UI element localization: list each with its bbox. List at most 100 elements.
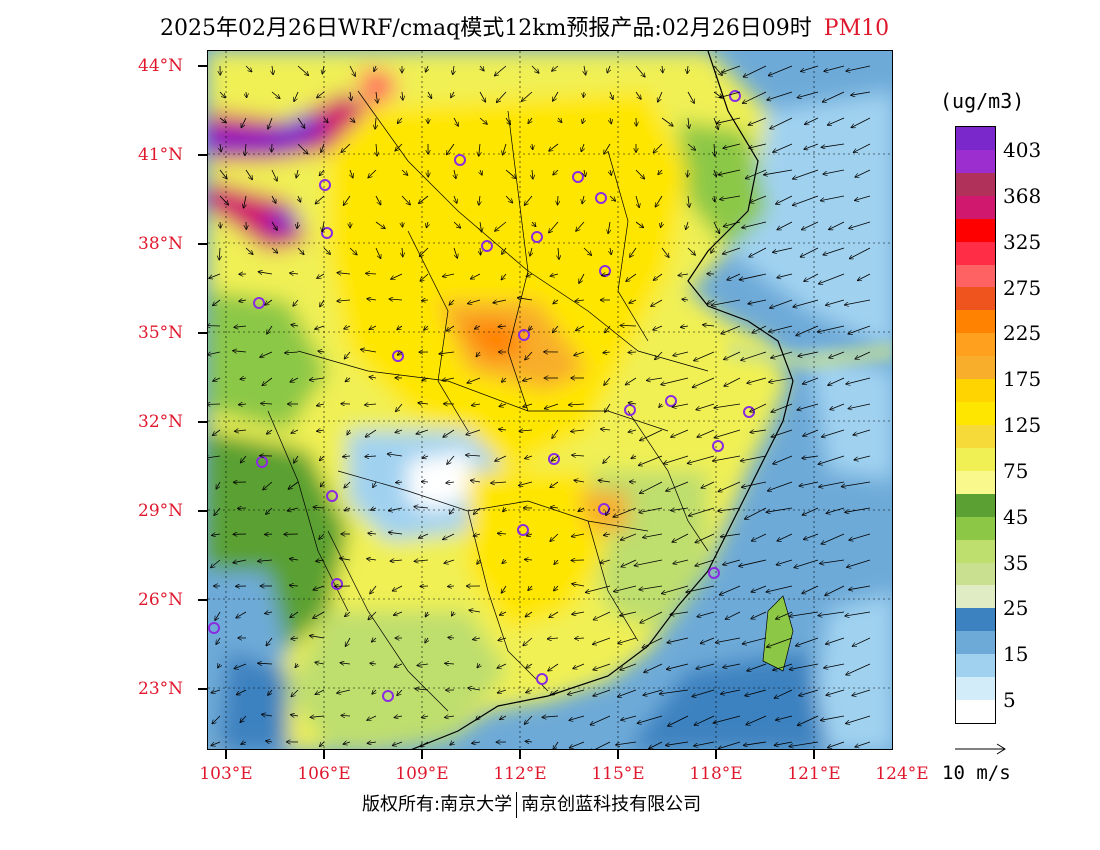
wind-arrow-icon xyxy=(614,585,637,592)
wind-arrow-icon xyxy=(716,637,741,643)
wind-arrow-icon xyxy=(726,611,741,619)
wind-arrow-icon xyxy=(819,481,845,487)
wind-arrow-icon xyxy=(313,585,325,590)
wind-arrow-icon xyxy=(771,403,793,412)
wind-arrow-icon xyxy=(239,404,247,405)
wind-arrow-icon xyxy=(688,117,689,128)
wind-arrow-icon xyxy=(234,326,247,327)
wind-arrow-icon xyxy=(823,247,845,255)
wind-arrow-icon xyxy=(532,143,533,149)
wind-arrow-icon xyxy=(468,299,481,304)
wind-arrow-icon xyxy=(826,299,845,305)
wind-arrow-icon xyxy=(583,247,591,255)
wind-arrow-icon xyxy=(723,663,741,667)
wind-arrow-icon xyxy=(395,143,403,151)
wind-arrow-icon xyxy=(398,117,403,123)
wind-arrow-icon xyxy=(694,351,715,361)
wind-arrow-icon xyxy=(601,429,611,430)
wind-arrow-icon xyxy=(220,143,221,152)
wind-arrow-icon xyxy=(503,143,507,155)
wind-arrow-icon xyxy=(701,481,715,488)
wind-arrow-icon xyxy=(822,143,845,147)
wind-arrow-icon xyxy=(259,272,273,274)
wind-arrow-icon xyxy=(722,65,741,73)
wind-arrow-icon xyxy=(368,533,377,534)
wind-arrow-icon xyxy=(472,742,481,743)
wind-arrow-icon xyxy=(828,117,845,125)
wind-arrow-icon xyxy=(687,91,694,103)
wind-arrow-icon xyxy=(291,638,299,639)
wind-arrow-icon xyxy=(341,715,351,716)
wind-arrow-icon xyxy=(453,221,460,228)
wind-arrow-icon xyxy=(568,689,585,695)
wind-arrow-icon xyxy=(271,195,276,203)
wind-arrow-icon xyxy=(749,247,767,257)
wind-arrow-icon xyxy=(801,247,819,257)
wind-arrow-icon xyxy=(393,741,403,746)
wind-arrow-icon xyxy=(240,715,247,722)
wind-arrow-icon xyxy=(802,456,819,458)
wind-arrow-icon xyxy=(443,429,455,437)
wind-arrow-icon xyxy=(600,560,611,563)
wind-arrow-icon xyxy=(215,611,221,620)
wind-arrow-icon xyxy=(527,534,533,536)
wind-arrow-icon xyxy=(824,663,845,668)
wind-arrow-icon xyxy=(797,403,819,410)
lon-label-103e: 103°E xyxy=(199,764,253,784)
wind-arrow-icon xyxy=(694,741,715,746)
wind-arrow-icon xyxy=(718,507,741,511)
wind-arrow-icon xyxy=(448,637,455,638)
wind-arrow-icon xyxy=(707,299,715,304)
wind-arrow-icon xyxy=(297,143,308,154)
wind-arrow-icon xyxy=(525,715,533,724)
wind-arrow-icon xyxy=(262,377,273,385)
wind-arrow-icon xyxy=(608,221,610,233)
wind-arrow-icon xyxy=(349,65,355,76)
wind-arrow-icon xyxy=(845,507,871,512)
wind-arrow-icon xyxy=(235,430,247,431)
graticule xyxy=(208,51,892,749)
wind-arrow-icon xyxy=(271,247,277,253)
wind-arrow-icon xyxy=(670,611,689,615)
wind-arrow-icon xyxy=(467,377,481,383)
legend-label: 175 xyxy=(1003,367,1042,392)
wind-arrow-icon xyxy=(686,221,688,229)
wind-arrow-icon xyxy=(773,663,793,670)
wind-key-label: 10 m/s xyxy=(942,762,1011,784)
wind-arrow-icon xyxy=(402,247,403,257)
wind-arrow-icon xyxy=(639,507,663,513)
legend-label: 15 xyxy=(1003,642,1029,667)
wind-arrow-icon xyxy=(678,274,689,276)
wind-arrow-icon xyxy=(744,741,767,745)
wind-arrow-icon xyxy=(502,560,506,563)
wind-arrow-icon xyxy=(391,273,403,279)
legend-swatch xyxy=(956,356,995,380)
wind-arrow-icon xyxy=(315,689,325,694)
wind-arrow-icon xyxy=(548,638,559,639)
lon-label-112e: 112°E xyxy=(493,764,547,784)
wind-arrow-icon xyxy=(340,558,351,560)
wind-arrow-icon xyxy=(317,91,325,98)
legend-swatch xyxy=(956,218,995,243)
legend-swatch xyxy=(956,631,995,655)
wind-arrow-icon xyxy=(297,117,305,128)
wind-arrow-icon xyxy=(491,482,507,483)
wind-arrow-icon xyxy=(298,195,301,202)
wind-arrow-icon xyxy=(570,741,585,748)
wind-arrow-icon xyxy=(655,351,663,359)
wind-arrow-icon xyxy=(291,715,299,716)
wind-arrow-icon xyxy=(319,533,325,539)
city-circle-icon xyxy=(382,690,394,702)
wind-arrow-icon xyxy=(497,91,507,102)
wind-arrow-icon xyxy=(479,91,485,102)
wind-arrow-icon xyxy=(569,404,585,405)
wind-arrow-icon xyxy=(626,377,637,385)
wind-arrow-icon xyxy=(724,377,741,386)
wind-arrow-icon xyxy=(439,352,455,354)
wind-arrow-icon xyxy=(799,689,819,696)
wind-arrow-icon xyxy=(747,377,767,383)
wind-arrow-icon xyxy=(671,429,689,437)
wind-arrow-icon xyxy=(495,221,507,231)
wind-arrow-icon xyxy=(324,117,328,123)
legend-label: 368 xyxy=(1003,183,1042,208)
